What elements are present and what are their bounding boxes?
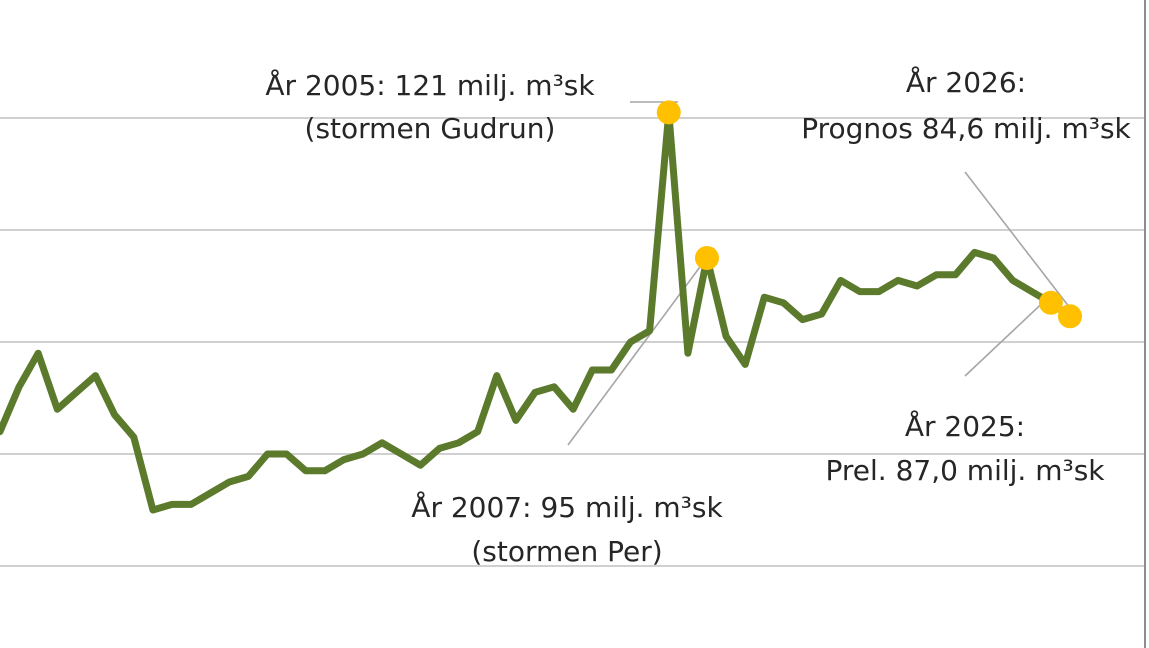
annotation-2026: År 2026: Prognos 84,6 milj. m³sk — [801, 65, 1131, 145]
highlight-point-2025 — [1038, 290, 1063, 315]
annotation-2025-line2: Prel. 87,0 milj. m³sk — [825, 454, 1105, 487]
annotation-2007-line1: År 2007: 95 milj. m³sk — [411, 490, 723, 524]
highlight-markers — [656, 100, 1082, 329]
annotation-2007: År 2007: 95 milj. m³sk (stormen Per) — [411, 490, 723, 568]
leader-2025 — [964, 293, 1053, 377]
annotation-leaders — [567, 101, 1071, 446]
highlight-point-2005 — [656, 100, 681, 125]
series-line — [0, 108, 1074, 514]
gridlines — [0, 117, 1145, 567]
annotation-2005-line1: År 2005: 121 milj. m³sk — [265, 68, 595, 102]
highlight-point-2026 — [1058, 304, 1082, 329]
highlight-point-2007 — [694, 246, 719, 270]
annotation-2025-line1: År 2025: — [905, 409, 1025, 443]
annotation-2025: År 2025: Prel. 87,0 milj. m³sk — [825, 409, 1105, 487]
leader-2007 — [567, 247, 715, 446]
annotation-2005-line2: (stormen Gudrun) — [305, 112, 556, 145]
annotation-2026-line2: Prognos 84,6 milj. m³sk — [801, 112, 1131, 145]
annotation-2026-line1: År 2026: — [906, 65, 1026, 99]
leader-2026 — [964, 171, 1071, 309]
annotation-2007-line2: (stormen Per) — [471, 535, 662, 568]
annotation-2005: År 2005: 121 milj. m³sk (stormen Gudrun) — [265, 68, 595, 145]
